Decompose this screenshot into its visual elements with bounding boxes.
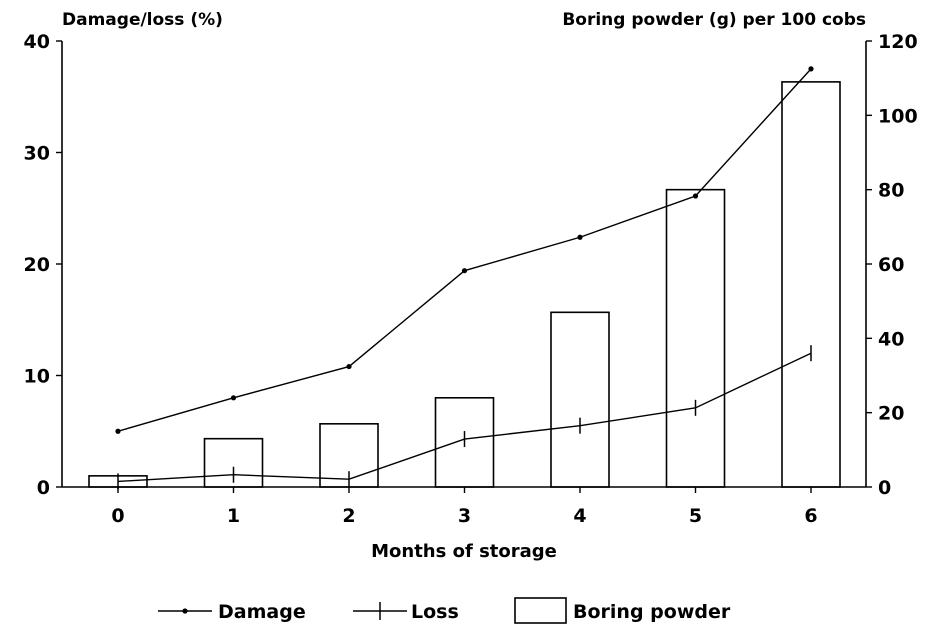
right-tick-label-100: 100 [878,105,918,127]
point-damage-3 [461,268,468,274]
left-tick-label-10: 10 [24,366,50,388]
legend-boring-powder-swatch [514,597,567,624]
right-tick-label-40: 40 [878,328,904,350]
left-tick-label-0: 0 [37,477,50,499]
left-tick-label-40: 40 [24,31,50,53]
right-axis-title: Boring powder (g) per 100 cobs [562,10,866,30]
legend-damage-label: Damage [218,601,306,623]
left-axis-title: Damage/loss (%) [62,10,223,30]
point-damage-5 [692,193,699,199]
point-damage-6 [808,66,814,72]
x-axis-title: Months of storage [371,541,557,562]
right-tick-label-0: 0 [878,477,891,499]
legend: Damage Loss Boring powder [158,597,731,624]
right-tick-label-60: 60 [878,254,904,276]
boring-powder-bars [88,81,841,488]
left-tick-label-20: 20 [24,254,50,276]
x-tick-label-0: 0 [111,505,124,527]
bar-boring-powder-5 [665,188,726,488]
point-damage-2 [346,363,352,370]
x-tick-label-2: 2 [342,505,355,527]
legend-damage-marker [182,608,188,614]
x-tick-label-4: 4 [573,505,586,527]
point-damage-1 [230,395,237,401]
bar-boring-powder-1 [203,437,264,488]
axis-ticks: 0 10 20 30 40 0 20 40 60 80 100 120 0 1 2 3 4 5 6 [24,31,918,527]
bar-boring-powder-4 [550,311,610,488]
legend-loss-label: Loss [411,601,459,623]
point-damage-0 [115,428,121,434]
right-tick-label-80: 80 [878,180,904,202]
x-tick-label-3: 3 [458,505,471,527]
legend-boring-powder-label: Boring powder [573,601,731,623]
point-damage-4 [577,234,583,240]
right-tick-label-20: 20 [878,403,904,425]
x-tick-label-1: 1 [227,505,240,527]
left-tick-label-30: 30 [24,143,50,165]
bar-boring-powder-6 [781,81,841,488]
series-lines [115,66,814,490]
x-tick-label-6: 6 [804,505,817,527]
x-tick-label-5: 5 [689,505,702,527]
right-tick-label-120: 120 [878,31,918,53]
